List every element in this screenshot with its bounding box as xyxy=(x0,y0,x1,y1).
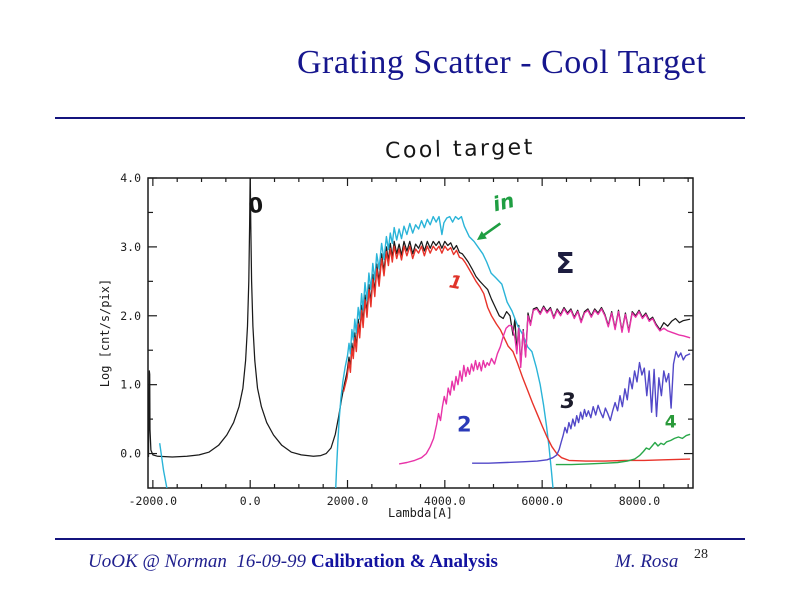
svg-text:2000.0: 2000.0 xyxy=(327,494,369,508)
annotation-Σ: Σ xyxy=(555,247,574,280)
annotation-0: 0 xyxy=(247,193,264,218)
curve-input-spectrum-in xyxy=(159,215,554,488)
curve-order-2 xyxy=(398,306,691,465)
title-divider xyxy=(55,117,745,119)
series-curves xyxy=(148,178,691,488)
svg-text:3.0: 3.0 xyxy=(120,240,141,254)
page-number: 28 xyxy=(694,547,708,562)
svg-text:8000.0: 8000.0 xyxy=(619,494,661,508)
svg-text:-2000.0: -2000.0 xyxy=(129,494,178,508)
handwritten-annotations: 0 in Σ 1 2 3 4 xyxy=(247,188,676,436)
footer-divider xyxy=(55,538,745,540)
chart-title: Cool target xyxy=(385,135,535,164)
svg-text:4000.0: 4000.0 xyxy=(424,494,466,508)
svg-text:2.0: 2.0 xyxy=(120,309,141,323)
spectrum-chart-figure: -2000.0 0.0 2000.0 4000.0 6000.0 8000.0 0.0 1.0… xyxy=(95,125,715,525)
annotation-in: in xyxy=(490,188,516,216)
svg-text:4.0: 4.0 xyxy=(120,171,141,185)
svg-text:0.0: 0.0 xyxy=(240,494,261,508)
curve-order-1 xyxy=(342,245,691,462)
svg-text:1.0: 1.0 xyxy=(120,378,141,392)
annotation-3: 3 xyxy=(561,389,576,413)
axes: -2000.0 0.0 2000.0 4000.0 6000.0 8000.0 0.0 1.0… xyxy=(98,171,694,520)
curve-order-0-plus-sum xyxy=(148,178,691,458)
annotation-2: 2 xyxy=(457,413,472,437)
footer-venue-date: UoOK @ Norman 16-09-99 xyxy=(88,551,307,572)
annotation-4: 4 xyxy=(665,412,677,432)
footer-topic: Calibration & Analysis xyxy=(311,551,498,572)
y-axis-label: Log [cnt/s/pix] xyxy=(98,279,112,387)
in-arrowhead xyxy=(476,231,487,240)
svg-text:0.0: 0.0 xyxy=(120,447,141,461)
svg-text:6000.0: 6000.0 xyxy=(521,494,563,508)
x-axis-label: Lambda[A] xyxy=(388,506,453,520)
spectrum-chart: -2000.0 0.0 2000.0 4000.0 6000.0 8000.0 0.0 1.0… xyxy=(98,135,694,520)
annotation-1: 1 xyxy=(448,271,464,294)
curve-order-4 xyxy=(555,433,691,466)
page-title: Grating Scatter - Cool Target xyxy=(297,44,707,81)
curve-order-3 xyxy=(472,350,691,464)
footer-author: M. Rosa xyxy=(615,551,679,572)
